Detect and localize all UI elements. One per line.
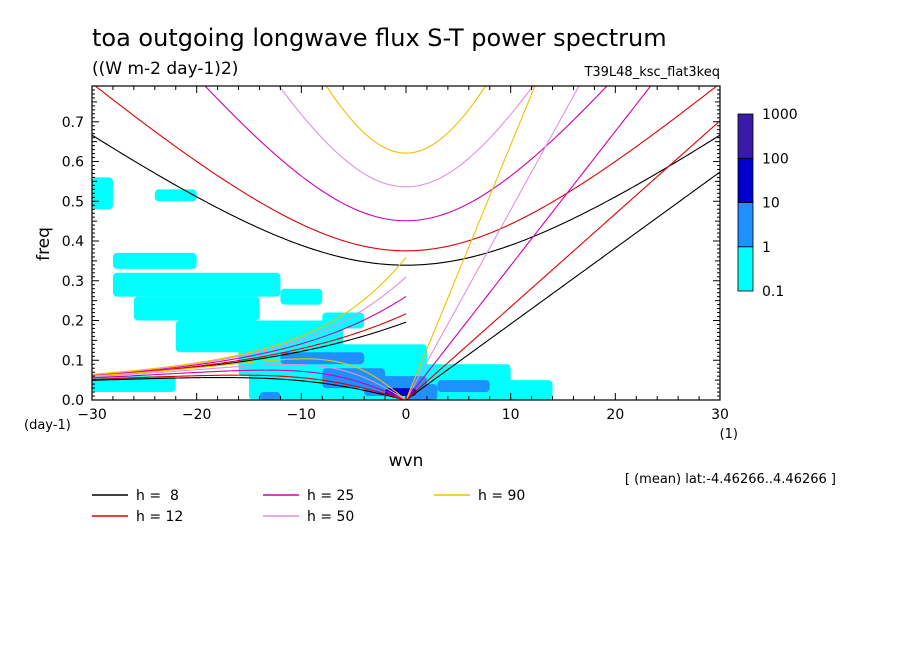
legend-label-h50: h = 50	[307, 509, 354, 525]
dispersion-curve-h90-kelvin	[405, 86, 536, 400]
colorbar-swatch	[737, 202, 754, 248]
spectrum-cell	[112, 252, 197, 269]
spectrum-cell	[406, 384, 438, 400]
dispersion-curve-h90-mrg	[92, 257, 407, 375]
dispersion-curve-h8-kelvin	[405, 171, 720, 400]
footnote-lat-range: [ (mean) lat:-4.46266..4.46266 ]	[625, 472, 836, 487]
dispersion-curve-h25-mrg	[92, 296, 407, 376]
y-axis-unit: (day-1)	[24, 418, 71, 433]
colorbar-level-label: 10	[762, 196, 780, 212]
dispersion-curve-h12-mrg	[92, 313, 407, 377]
y-tick-label: 0.1	[62, 353, 84, 369]
spectrum-cell	[437, 380, 490, 393]
legend-label-h8: h = 8	[136, 488, 179, 504]
dispersion-curve-h90-rossby	[92, 358, 407, 400]
dispersion-curve-h25-ig	[204, 86, 608, 222]
colorbar-level-label: 100	[762, 151, 789, 167]
dispersion-curve-h90-ig	[325, 86, 487, 154]
chart-subtitle: ((W m-2 day-1)2)	[92, 59, 238, 79]
legend-label-h12: h = 12	[136, 509, 183, 525]
spectrum-cell	[133, 296, 260, 321]
dispersion-curve-h12-rossby	[92, 374, 407, 400]
x-tick-label: −20	[182, 407, 212, 423]
dispersion-curve-h25-rossby	[92, 369, 407, 400]
spectrum-cell	[92, 177, 113, 210]
spectrum-cell	[112, 272, 281, 297]
y-tick-label: 0.5	[62, 194, 84, 210]
dispersion-curve-h50-ig	[278, 86, 534, 188]
colorbar: 0.1 1 10 100 1000	[737, 107, 798, 300]
y-tick-label: 0.6	[62, 155, 84, 171]
x-tick-label: −10	[287, 407, 317, 423]
dispersion-curve-h50-kelvin	[405, 86, 580, 400]
colorbar-level-label: 0.1	[762, 284, 784, 300]
x-tick-label: 0	[402, 407, 411, 423]
dispersion-curve-h8-rossby	[92, 376, 407, 400]
curve-legend: h = 8 h = 12 h = 25 h = 50 h = 90	[92, 488, 525, 525]
dispersion-curves	[92, 86, 720, 400]
legend-label-h25: h = 25	[307, 488, 354, 504]
x-axis-unit: (1)	[720, 427, 738, 442]
y-tick-label: 0.2	[62, 314, 84, 330]
spectrum-cell	[154, 189, 197, 202]
dispersion-curve-h50-rossby	[92, 363, 407, 400]
colorbar-level-label: 1	[762, 240, 771, 256]
colorbar-level-label: 1000	[762, 107, 798, 123]
dispersion-curve-h12-kelvin	[405, 120, 720, 400]
x-tick-label: 30	[711, 407, 729, 423]
y-tick-label: 0.7	[62, 115, 84, 131]
spectrum-cell	[280, 288, 323, 305]
dispersion-curve-h8-ig	[92, 134, 720, 266]
legend-label-h90: h = 90	[478, 488, 525, 504]
colorbar-swatch	[737, 246, 754, 292]
y-axis-label: freq	[34, 227, 54, 261]
colorbar-swatch	[737, 113, 754, 159]
spectrum-cell	[259, 392, 281, 400]
chart-title: toa outgoing longwave flux S-T power spe…	[92, 24, 667, 52]
spectrum-cell	[280, 352, 365, 365]
y-tick-label: 0.0	[62, 393, 84, 409]
x-tick-label: 20	[606, 407, 624, 423]
y-axis: 0.0 0.1 0.2 0.3 0.4 0.5 0.6 0.7	[62, 89, 720, 409]
x-tick-label: −30	[77, 407, 107, 423]
y-tick-label: 0.4	[62, 234, 84, 250]
y-tick-label: 0.3	[62, 274, 84, 290]
dispersion-curve-h12-ig	[94, 86, 718, 252]
run-name: T39L48_ksc_flat3keq	[583, 65, 720, 80]
x-axis: −30 −20 −10 0 10 20 30	[77, 86, 729, 423]
x-tick-label: 10	[502, 407, 520, 423]
x-axis-label: wvn	[389, 451, 424, 471]
colorbar-swatch	[737, 157, 754, 203]
dispersion-curve-h25-kelvin	[405, 86, 652, 400]
